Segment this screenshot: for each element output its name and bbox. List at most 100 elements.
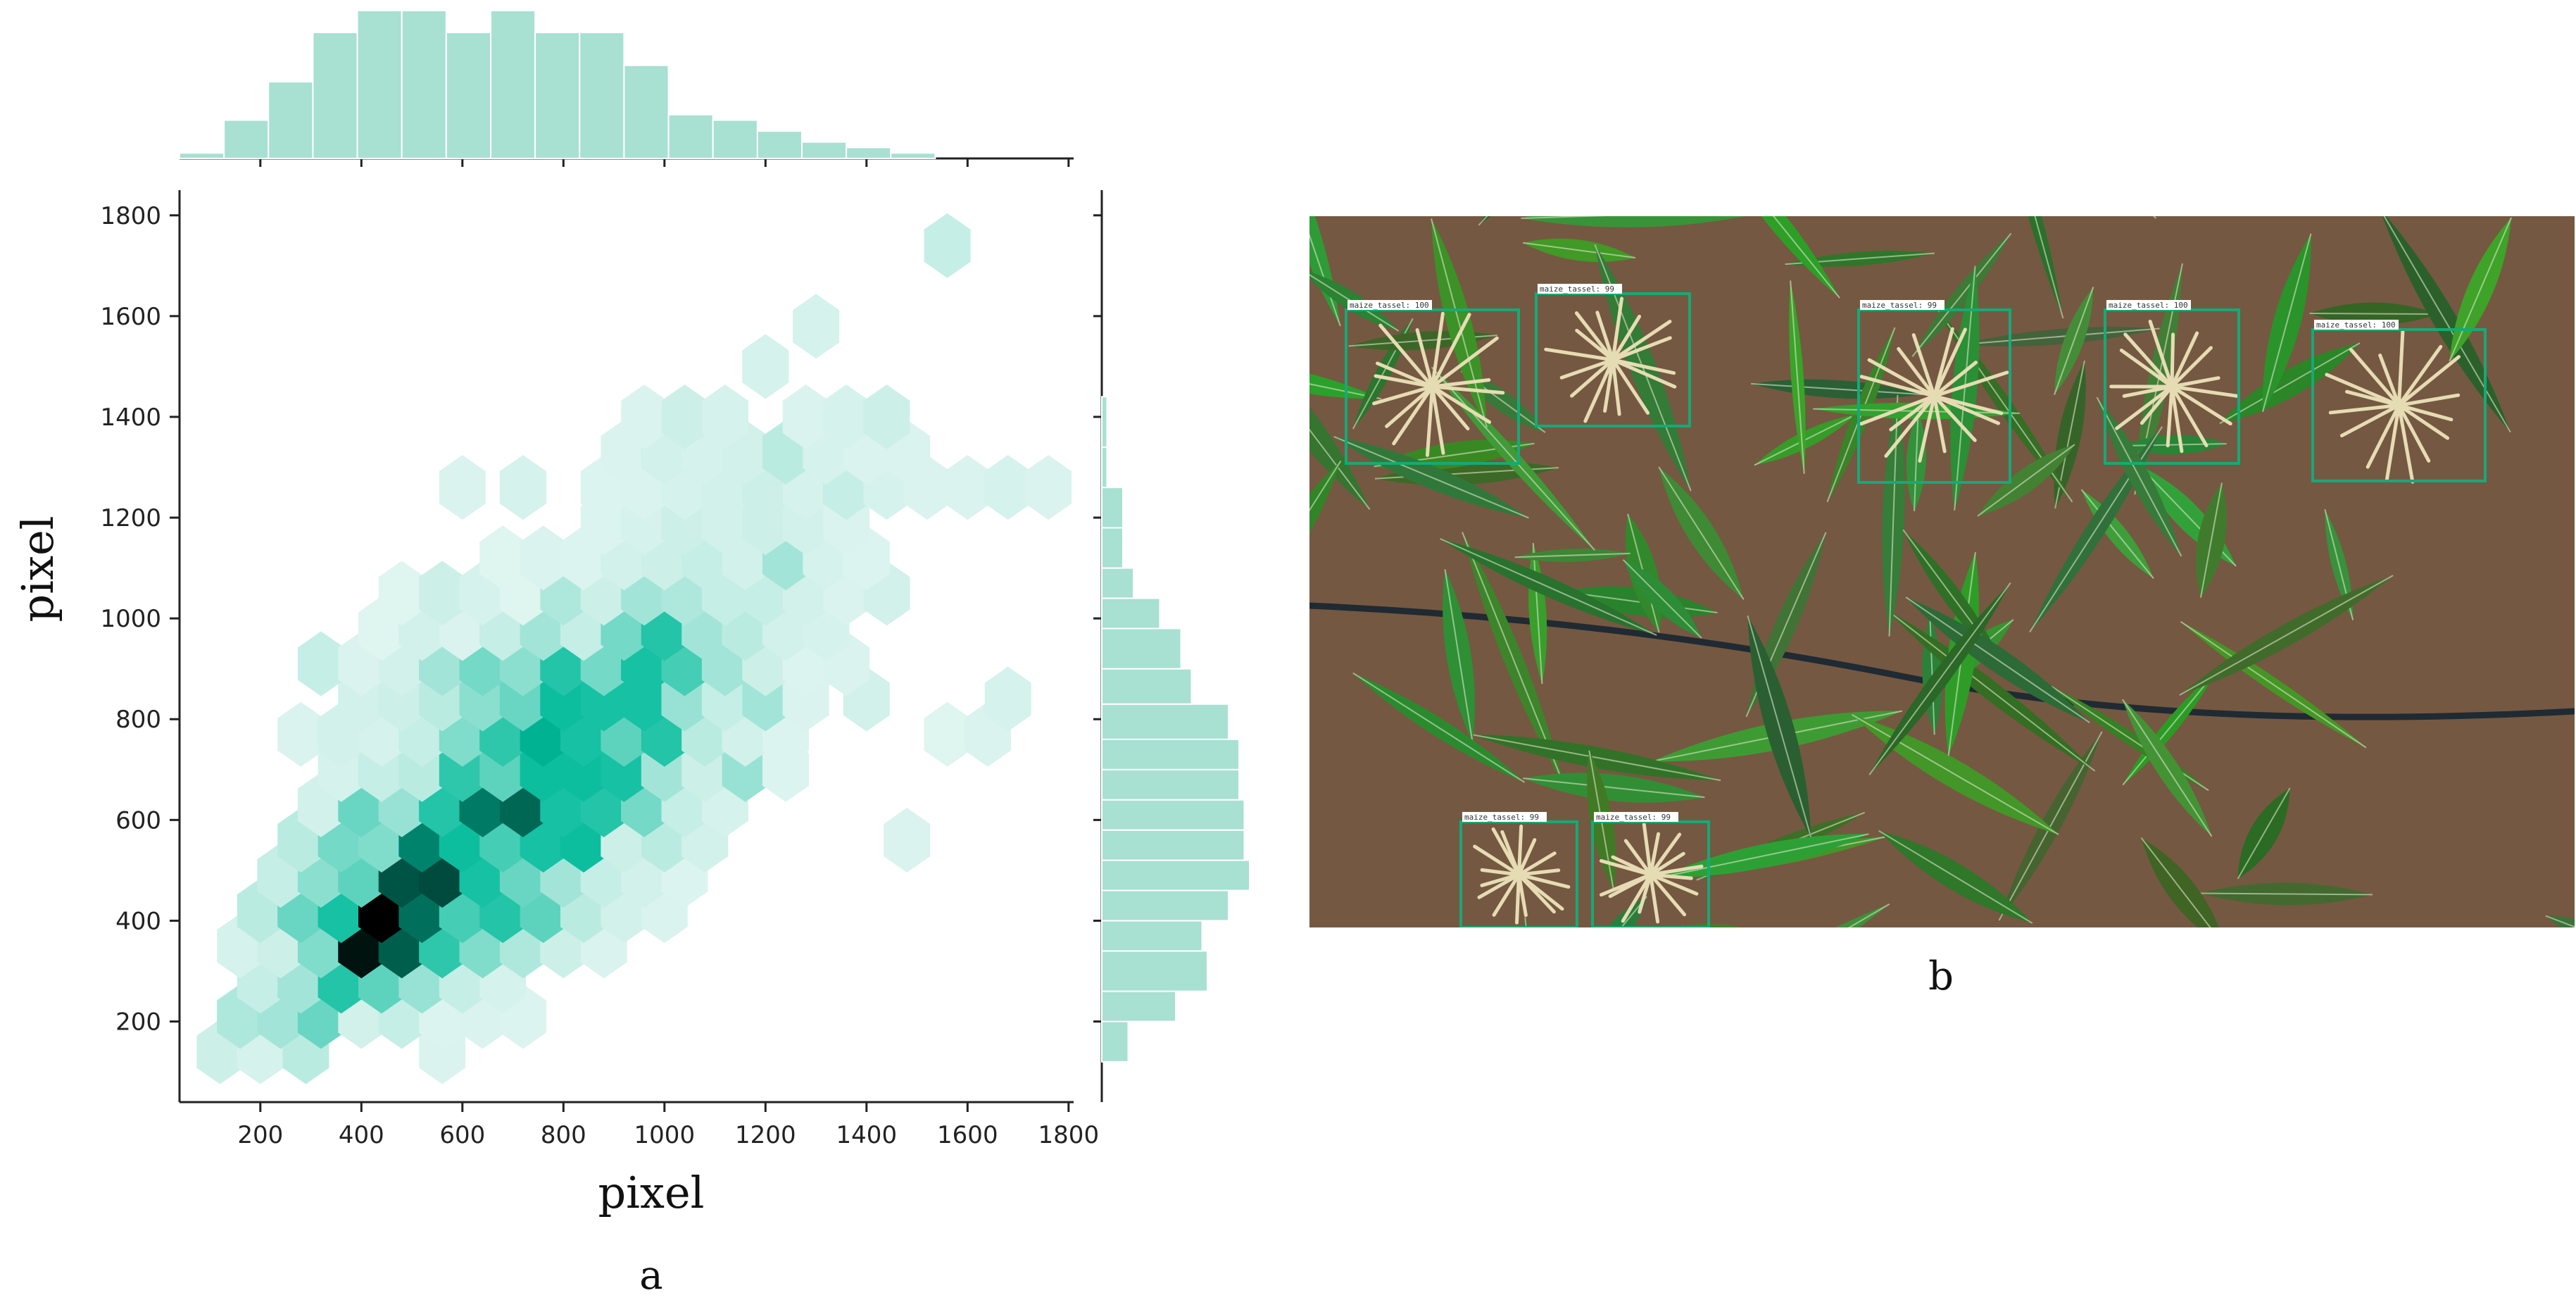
hexbin-cell (782, 385, 829, 449)
leaf-midrib (2200, 892, 2373, 896)
y-tick-label: 1600 (100, 303, 161, 331)
maize-tassel (1599, 823, 1704, 924)
tassel-branch (2115, 385, 2174, 430)
tassel-branch (1897, 346, 1936, 398)
tassel-branch (1611, 358, 1650, 415)
detection-boxes: maize_tassel: 100 maize_tassel: 99 maize_t… (1345, 284, 2487, 927)
leaf-midrib (2383, 216, 2511, 433)
y-tick-label: 200 (115, 1008, 161, 1037)
leaf-midrib (1478, 216, 1488, 226)
leaf-midrib (2054, 287, 2094, 396)
detection-tag: maize_tassel: 99 (1464, 813, 1539, 822)
leaf-midrib (2180, 620, 2367, 749)
hexbin-cell (793, 294, 840, 359)
tassel-branch (1372, 385, 1434, 406)
tassel-branch (1623, 839, 1652, 877)
right-hist-bar (1101, 487, 1124, 529)
tassel-branch (1431, 385, 1492, 424)
top-hist-bar (223, 119, 270, 159)
panel-label-b: b (1928, 954, 1954, 999)
hexbin-cell (924, 701, 971, 767)
leaf-midrib (1521, 216, 1607, 219)
tassel-branch (2170, 332, 2175, 389)
leaf-midrib (1929, 615, 1935, 735)
right-hist-bar (1101, 799, 1245, 831)
leaf-shape (2141, 837, 2219, 927)
tassel-branch (1415, 328, 1434, 389)
marginal-y-histogram (1093, 190, 1250, 1102)
leaf-shape (1521, 216, 1745, 227)
top-hist-bar (800, 141, 848, 160)
right-hist-bar (1101, 738, 1240, 770)
tassel-branch (1933, 394, 1947, 454)
hexbin-cell (520, 525, 567, 591)
top-hist-bar (846, 146, 892, 159)
tassel-branch (2170, 346, 2213, 389)
leaf-midrib (1470, 733, 1721, 782)
leaf-midrib (1954, 265, 1976, 511)
y-tick-label: 1800 (100, 202, 161, 230)
leaf-midrib (1888, 394, 1899, 637)
hexbin-cell (499, 455, 546, 520)
panel-b-detection-photo: maize_tassel: 100 maize_tassel: 99 maize_t… (1309, 216, 2575, 999)
leaf-shape (2152, 216, 2156, 218)
tassel-branch (2325, 373, 2401, 407)
hexbin-cell (924, 213, 971, 278)
tassel-branch (1559, 358, 1615, 380)
right-hist-bar (1101, 990, 1176, 1023)
tassel-branch (1517, 873, 1556, 914)
top-hist-bar (445, 32, 491, 159)
leaf-midrib (1532, 542, 1543, 685)
detection-tag-bg (1462, 812, 1547, 822)
tassel-branch (1574, 311, 1615, 362)
tassel-branch (2166, 385, 2174, 448)
tassel-branch (2397, 404, 2450, 440)
tassel-branch (2397, 393, 2461, 407)
tassel-branch (2397, 404, 2454, 422)
tassel-branch (1859, 394, 1936, 426)
panel-a-jointplot: 200 400 600 800 1000 1200 1400 1600 1800 200 400 60… (12, 10, 1250, 1299)
tassel-branch (1374, 374, 1434, 389)
tassel-branch (1425, 385, 1434, 457)
top-hist-bar (623, 64, 670, 160)
marginal-x-histogram (179, 10, 1074, 167)
y-tick-label: 600 (115, 806, 161, 835)
maize-tassel (2325, 330, 2461, 484)
tassel-branch (1392, 385, 1434, 446)
hexbin-cell (479, 525, 527, 591)
leaf-midrib (2140, 837, 2211, 927)
tassel-branch (1933, 327, 1967, 398)
tassel-branch (1378, 323, 1434, 389)
tassel-branch (2385, 404, 2401, 482)
maize-tassel (1473, 824, 1571, 925)
right-hist-bar (1101, 627, 1182, 670)
tassel-branch (2397, 330, 2405, 407)
leaf-midrib (1886, 609, 2096, 772)
top-hist-bar (356, 10, 403, 159)
tassel-branch (1933, 361, 1978, 398)
leaf-shape (1478, 216, 1491, 225)
leaf-midrib (1514, 552, 1631, 558)
leaf-shape (1761, 216, 1840, 299)
x-axis-title: pixel (598, 1167, 704, 1218)
hexbin-cell (742, 334, 789, 399)
leaf-midrib (1852, 713, 2059, 835)
tassel-branch (1611, 358, 1677, 389)
tassel-branch (1642, 823, 1652, 877)
detection-tag-bg (1538, 284, 1622, 294)
right-hist-bar (1101, 829, 1245, 861)
x-tick-label: 1000 (634, 1121, 696, 1149)
tassel-branch (1933, 327, 1954, 398)
tassel-branch (1611, 296, 1624, 362)
tassel-branch (1933, 394, 2000, 425)
maize-tassel (1544, 296, 1677, 423)
leaf-midrib (1309, 383, 1382, 400)
tassel-branch (1918, 394, 1936, 463)
leaf-midrib (2545, 915, 2575, 927)
tassel-branch (1649, 832, 1682, 877)
leaf-midrib (1523, 777, 1705, 799)
top-hist-bar (890, 152, 936, 160)
leaf-midrib (1914, 411, 1919, 511)
hexbin-cell (863, 385, 910, 449)
tassel-branch (1517, 824, 1523, 877)
